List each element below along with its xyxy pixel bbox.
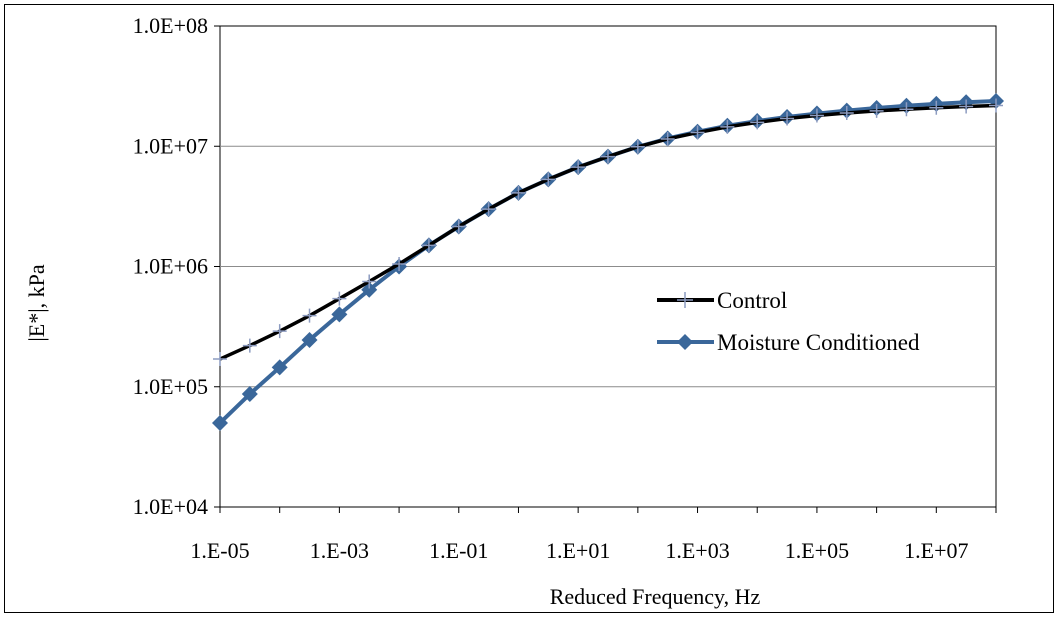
data-point-control	[690, 125, 705, 140]
data-point-control	[839, 106, 854, 121]
data-point-control	[511, 185, 526, 200]
x-tick-label: 1.E-05	[190, 538, 249, 563]
data-point-control	[421, 238, 436, 253]
legend-label-moisture-conditioned: Moisture Conditioned	[717, 330, 920, 355]
y-tick-label: 1.0E+06	[133, 254, 208, 279]
x-tick-label: 1.E+01	[546, 538, 610, 563]
data-point-control	[750, 115, 765, 130]
x-tick-label: 1.E+07	[904, 538, 968, 563]
data-point-moisture-conditioned	[301, 331, 318, 348]
legend-label-control: Control	[717, 288, 787, 313]
data-point-control	[809, 108, 824, 123]
x-tick-label: 1.E-01	[429, 538, 488, 563]
data-point-control	[213, 352, 227, 367]
data-point-control	[392, 256, 407, 271]
y-tick-label: 1.0E+05	[133, 374, 208, 399]
data-point-moisture-conditioned	[212, 414, 228, 431]
y-axis-title: |E*|, kPa	[24, 264, 49, 341]
data-point-control	[600, 149, 615, 164]
y-tick-label: 1.0E+04	[133, 494, 208, 519]
legend: Control Moisture Conditioned	[657, 288, 920, 355]
data-point-control	[362, 274, 377, 289]
y-tick-label: 1.0E+07	[133, 133, 208, 158]
data-point-control	[899, 102, 914, 117]
data-point-moisture-conditioned	[331, 306, 348, 323]
grid-lines	[220, 145, 996, 388]
data-point-control	[959, 99, 974, 114]
x-tick-label: 1.E+05	[785, 538, 849, 563]
data-point-control	[929, 100, 944, 115]
tick-labels: 1.0E+04 1.0E+05 1.0E+06 1.0E+07 1.0E+08 1.E-0…	[133, 13, 969, 563]
legend-entry-control: Control	[657, 288, 787, 313]
data-point-control	[780, 111, 795, 126]
data-point-control	[541, 172, 556, 187]
x-axis-title: Reduced Frequency, Hz	[550, 584, 761, 609]
data-point-control	[332, 291, 347, 306]
data-point-moisture-conditioned	[271, 359, 288, 376]
data-point-moisture-conditioned	[241, 386, 258, 403]
data-point-control	[571, 160, 586, 175]
legend-entry-moisture-conditioned: Moisture Conditioned	[657, 330, 920, 355]
data-point-control	[630, 139, 645, 154]
legend-marker-moisture-conditioned	[677, 334, 693, 350]
x-tick-label: 1.E-03	[310, 538, 369, 563]
data-point-control	[451, 219, 466, 234]
data-point-control	[272, 324, 287, 339]
data-point-control	[302, 308, 317, 323]
y-tick-label: 1.0E+08	[133, 13, 208, 38]
legend-marker-control	[677, 292, 693, 308]
axis-ticks	[214, 25, 997, 513]
data-point-control	[660, 131, 675, 146]
data-point-control	[989, 98, 1003, 113]
x-tick-label: 1.E+03	[665, 538, 729, 563]
data-point-control	[242, 338, 257, 353]
data-point-control	[869, 103, 884, 118]
data-point-control	[481, 202, 496, 217]
data-point-control	[720, 119, 735, 134]
series-layer	[212, 92, 1004, 431]
